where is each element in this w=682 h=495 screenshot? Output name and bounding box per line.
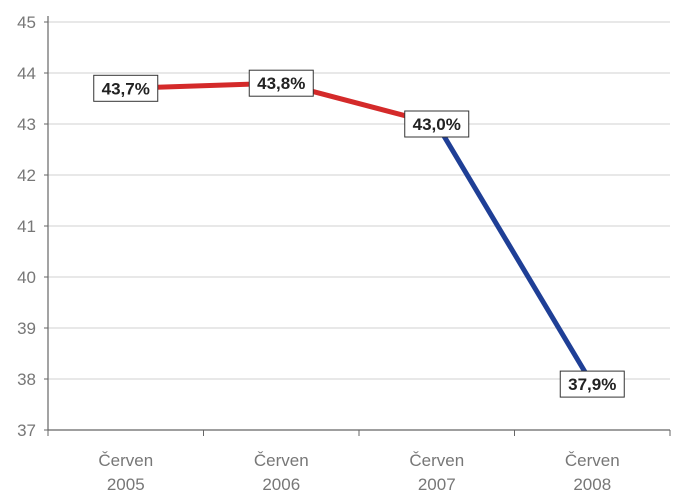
y-tick-label: 42: [17, 166, 36, 185]
data-label: 43,0%: [404, 110, 470, 138]
x-tick-label: Červen: [254, 451, 309, 470]
data-label-box: [559, 370, 625, 398]
data-labels: 43,7% 43,8% 43,0% 37,9%: [93, 69, 625, 398]
data-label-text: 43,0%: [413, 115, 461, 134]
data-label-text: 43,8%: [257, 74, 305, 93]
y-tick-label: 40: [17, 268, 36, 287]
series-segment: [434, 121, 595, 387]
data-label: 43,7%: [93, 74, 159, 102]
data-label-box: [248, 69, 314, 97]
series-line: [123, 80, 595, 387]
x-tick-label: Červen: [409, 451, 464, 470]
x-tick-label: 2008: [573, 475, 611, 494]
x-tick-label: 2007: [418, 475, 456, 494]
y-tick-label: 37: [17, 421, 36, 440]
x-tick-label: 2006: [262, 475, 300, 494]
y-tick-label: 39: [17, 319, 36, 338]
data-label: 37,9%: [559, 370, 625, 398]
data-label-box: [93, 74, 159, 102]
x-tick-label: 2005: [107, 475, 145, 494]
data-label-text: 43,7%: [102, 79, 150, 98]
data-label: 43,8%: [248, 69, 314, 97]
y-tick-label: 41: [17, 217, 36, 236]
y-tick-label: 44: [17, 64, 36, 83]
y-axis: 37 38 39 40 41 42 43 44 45: [17, 13, 49, 440]
y-tick-label: 45: [17, 13, 36, 32]
data-label-text: 37,9%: [568, 375, 616, 394]
x-tick-label: Červen: [565, 451, 620, 470]
grid-lines: [48, 21, 670, 380]
y-tick-label: 43: [17, 115, 36, 134]
x-axis: Červen 2005 Červen 2006 Červen 2007 Červen 2008: [47, 429, 671, 494]
x-tick-label: Červen: [98, 451, 153, 470]
data-label-box: [404, 110, 470, 138]
y-tick-label: 38: [17, 370, 36, 389]
